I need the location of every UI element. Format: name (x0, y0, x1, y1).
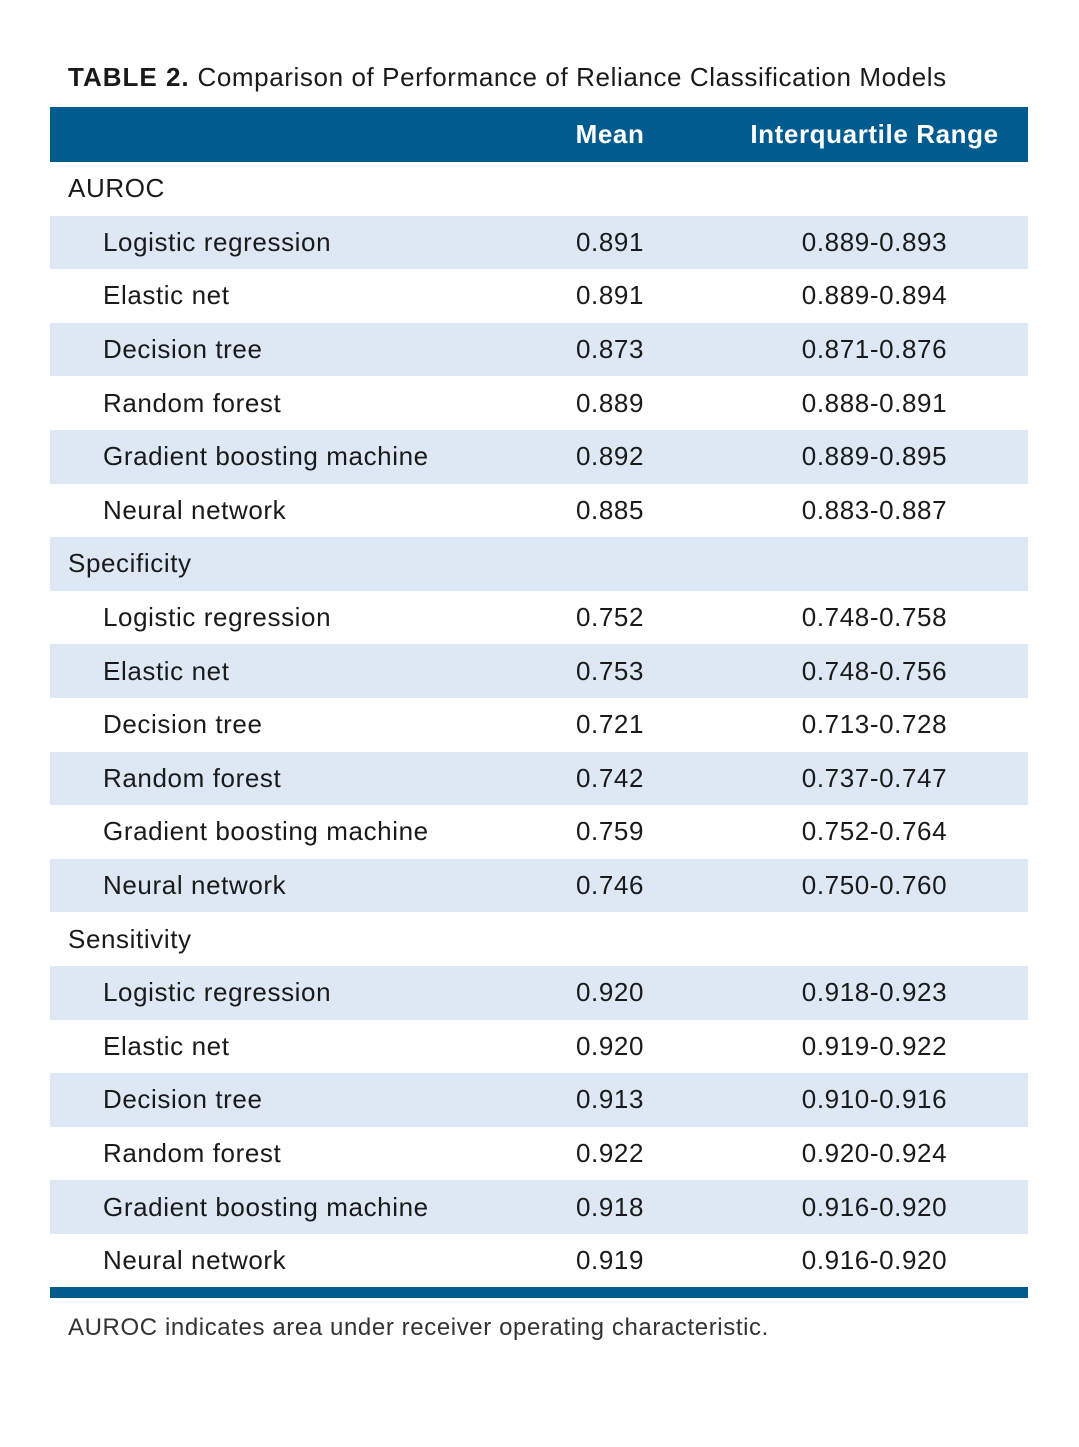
table-row: Elastic net 0.920 0.919-0.922 (50, 1020, 1028, 1074)
table-title: TABLE 2. Comparison of Performance of Re… (68, 62, 947, 93)
table-row: Elastic net 0.753 0.748-0.756 (50, 644, 1028, 698)
row-label: Decision tree (103, 709, 263, 740)
mean-cell: 0.922 (575, 1137, 645, 1168)
iqr-cell: 0.748-0.756 (721, 644, 1028, 698)
table-row: Decision tree 0.873 0.871-0.876 (50, 322, 1028, 377)
header-cell: Interquartile Range (721, 107, 1028, 162)
empty-cell (721, 537, 1028, 591)
mean-cell: 0.913 (499, 1073, 721, 1127)
section-label: Specificity (50, 537, 499, 591)
empty-cell (499, 537, 721, 591)
iqr-cell: 0.748-0.758 (801, 602, 948, 633)
mean-cell: 0.742 (499, 751, 721, 806)
mean-cell: 0.891 (575, 280, 645, 311)
title-text: Comparison of Performance of Reliance Cl… (197, 62, 947, 92)
header-cell: Mean (499, 107, 721, 162)
iqr-cell: 0.910-0.916 (721, 1073, 1028, 1127)
header-row: Mean Interquartile Range (50, 107, 1028, 162)
iqr-cell: 0.889-0.894 (801, 280, 948, 311)
table-row: Gradient boosting machine 0.892 0.889-0.89… (50, 429, 1028, 484)
table-row: Logistic regression 0.891 0.889-0.893 (50, 215, 1028, 270)
row-label: Random forest (103, 1137, 282, 1168)
iqr-cell: 0.713-0.728 (801, 709, 948, 740)
section-label: Sensitivity (68, 923, 192, 954)
table-row: Decision tree 0.913 0.910-0.916 (50, 1073, 1028, 1127)
row-label: Gradient boosting machine (50, 1180, 499, 1234)
iqr-cell: 0.752-0.764 (801, 816, 948, 847)
iqr-cell: 0.750-0.760 (721, 858, 1028, 913)
table-body: AUROC Logistic regression 0.891 0.889-0.893… (50, 162, 1028, 1287)
row-label: Decision tree (50, 322, 499, 377)
iqr-cell: 0.737-0.747 (721, 751, 1028, 806)
iqr-cell: 0.916-0.920 (721, 1180, 1028, 1234)
table-row: Gradient boosting machine 0.759 0.752-0.76… (50, 805, 1028, 859)
table-row: AUROC (50, 162, 1028, 216)
row-label: Elastic net (103, 1030, 230, 1061)
table-row: Logistic regression 0.752 0.748-0.758 (50, 591, 1028, 645)
mean-cell: 0.873 (499, 322, 721, 377)
iqr-cell: 0.883-0.887 (801, 494, 948, 525)
row-label: Logistic regression (103, 602, 332, 633)
iqr-cell: 0.918-0.923 (721, 965, 1028, 1020)
iqr-cell: 0.871-0.876 (721, 322, 1028, 377)
table-row: Gradient boosting machine 0.918 0.916-0.92… (50, 1180, 1028, 1234)
row-label: Logistic regression (50, 965, 499, 1020)
mean-cell: 0.920 (499, 965, 721, 1020)
table-label: TABLE 2. (68, 62, 190, 92)
mean-cell: 0.918 (499, 1180, 721, 1234)
table-row: Random forest 0.889 0.888-0.891 (50, 376, 1028, 430)
table-row: Random forest 0.742 0.737-0.747 (50, 751, 1028, 806)
row-label: Neural network (50, 858, 499, 913)
table-row: Neural network 0.746 0.750-0.760 (50, 858, 1028, 913)
section-label: AUROC (68, 173, 165, 204)
row-label: Gradient boosting machine (50, 429, 499, 484)
iqr-cell: 0.889-0.895 (721, 429, 1028, 484)
empty-cell (721, 912, 1028, 966)
table-row: Neural network 0.919 0.916-0.920 (50, 1234, 1028, 1288)
row-label: Neural network (103, 1245, 287, 1276)
footnote: AUROC indicates area under receiver oper… (68, 1314, 769, 1341)
table-row: Specificity (50, 537, 1028, 591)
table-bottom-rule (50, 1287, 1028, 1298)
row-label: Random forest (50, 751, 499, 806)
iqr-cell: 0.916-0.920 (801, 1245, 948, 1276)
row-label: Random forest (103, 387, 282, 418)
mean-cell: 0.920 (575, 1030, 645, 1061)
table-row: Logistic regression 0.920 0.918-0.923 (50, 965, 1028, 1020)
row-label: Decision tree (50, 1073, 499, 1127)
iqr-cell: 0.889-0.893 (721, 215, 1028, 270)
iqr-cell: 0.920-0.924 (801, 1137, 948, 1168)
table-row: Random forest 0.922 0.920-0.924 (50, 1127, 1028, 1181)
mean-cell: 0.919 (575, 1245, 645, 1276)
mean-cell: 0.752 (575, 602, 645, 633)
table-row: Decision tree 0.721 0.713-0.728 (50, 698, 1028, 752)
empty-cell (499, 912, 721, 966)
mean-cell: 0.892 (499, 429, 721, 484)
mean-cell: 0.891 (499, 215, 721, 270)
table-row: Elastic net 0.891 0.889-0.894 (50, 269, 1028, 323)
mean-cell: 0.759 (575, 816, 645, 847)
mean-cell: 0.746 (499, 858, 721, 913)
empty-cell (721, 162, 1028, 216)
table-row: Sensitivity (50, 912, 1028, 966)
iqr-cell: 0.919-0.922 (801, 1030, 948, 1061)
table-row: Neural network 0.885 0.883-0.887 (50, 484, 1028, 538)
mean-cell: 0.721 (575, 709, 645, 740)
mean-cell: 0.889 (575, 387, 645, 418)
table: Mean Interquartile Range AUROC Logistic r… (50, 107, 1028, 1287)
row-label: Elastic net (50, 644, 499, 698)
row-label: Neural network (103, 494, 287, 525)
iqr-cell: 0.888-0.891 (801, 387, 948, 418)
mean-cell: 0.885 (575, 494, 645, 525)
mean-cell: 0.753 (499, 644, 721, 698)
row-label: Elastic net (103, 280, 230, 311)
row-label: Logistic regression (50, 215, 499, 270)
empty-cell (499, 162, 721, 216)
row-label: Gradient boosting machine (103, 816, 429, 847)
header-blank (50, 107, 499, 162)
